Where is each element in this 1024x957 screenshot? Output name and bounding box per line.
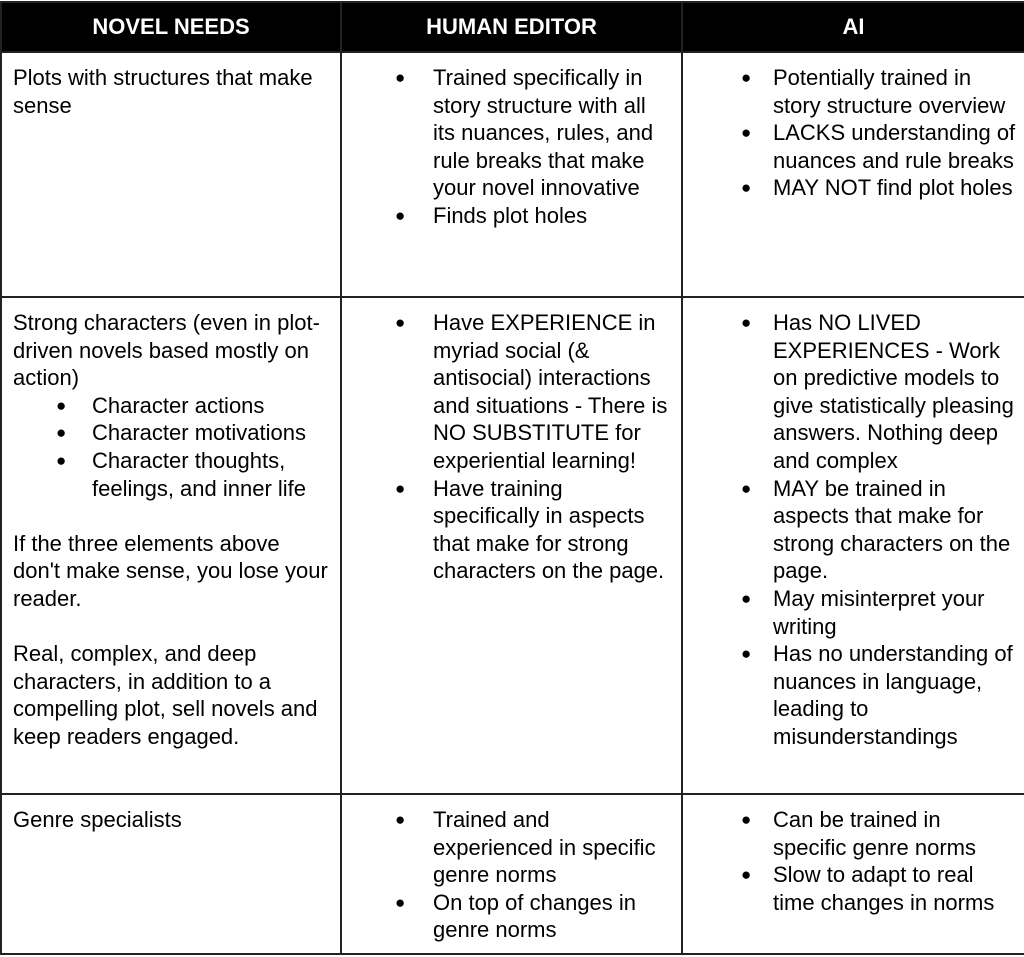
list-item: On top of changes in genre norms bbox=[353, 889, 673, 944]
header-novel-needs: NOVEL NEEDS bbox=[0, 1, 342, 53]
table-row: Genre specialists Trained and experience… bbox=[0, 793, 1024, 955]
needs-text: Strong characters (even in plot-driven n… bbox=[13, 310, 320, 391]
needs-cell: Genre specialists bbox=[0, 793, 342, 955]
list-item: Have EXPERIENCE in myriad social (& anti… bbox=[353, 309, 673, 475]
needs-text: Plots with structures that make sense bbox=[13, 65, 313, 118]
list-item: Slow to adapt to real time changes in no… bbox=[694, 861, 1016, 916]
header-ai: AI bbox=[681, 1, 1024, 53]
needs-cell: Plots with structures that make sense bbox=[0, 51, 342, 298]
list-item: Has no understanding of nuances in langu… bbox=[694, 640, 1016, 750]
needs-text: Genre specialists bbox=[13, 807, 182, 832]
list-item: Character actions bbox=[13, 392, 332, 420]
list-item: Finds plot holes bbox=[353, 202, 673, 230]
table-row: Plots with structures that make sense Tr… bbox=[0, 51, 1024, 298]
human-cell: Trained specifically in story structure … bbox=[340, 51, 683, 298]
list-item: Character thoughts, feelings, and inner … bbox=[13, 447, 332, 502]
list-item: MAY be trained in aspects that make for … bbox=[694, 475, 1016, 585]
list-item: Have training specifically in aspects th… bbox=[353, 475, 673, 585]
ai-cell: Can be trained in specific genre norms S… bbox=[681, 793, 1024, 955]
list-item: MAY NOT find plot holes bbox=[694, 174, 1016, 202]
list-item: Has NO LIVED EXPERIENCES - Work on predi… bbox=[694, 309, 1016, 475]
header-human-editor: HUMAN EDITOR bbox=[340, 1, 683, 53]
ai-cell: Has NO LIVED EXPERIENCES - Work on predi… bbox=[681, 296, 1024, 795]
human-cell: Have EXPERIENCE in myriad social (& anti… bbox=[340, 296, 683, 795]
needs-paragraph: Real, complex, and deep characters, in a… bbox=[13, 641, 318, 749]
needs-cell: Strong characters (even in plot-driven n… bbox=[0, 296, 342, 795]
list-item: LACKS understanding of nuances and rule … bbox=[694, 119, 1016, 174]
list-item: Potentially trained in story structure o… bbox=[694, 64, 1016, 119]
table-row: Strong characters (even in plot-driven n… bbox=[0, 296, 1024, 795]
header-row: NOVEL NEEDS HUMAN EDITOR AI bbox=[0, 1, 1024, 53]
human-cell: Trained and experienced in specific genr… bbox=[340, 793, 683, 955]
list-item: Trained specifically in story structure … bbox=[353, 64, 673, 202]
needs-paragraph: If the three elements above don't make s… bbox=[13, 530, 328, 611]
ai-cell: Potentially trained in story structure o… bbox=[681, 51, 1024, 298]
list-item: May misinterpret your writing bbox=[694, 585, 1016, 640]
list-item: Can be trained in specific genre norms bbox=[694, 806, 1016, 861]
list-item: Trained and experienced in specific genr… bbox=[353, 806, 673, 889]
list-item: Character motivations bbox=[13, 419, 332, 447]
